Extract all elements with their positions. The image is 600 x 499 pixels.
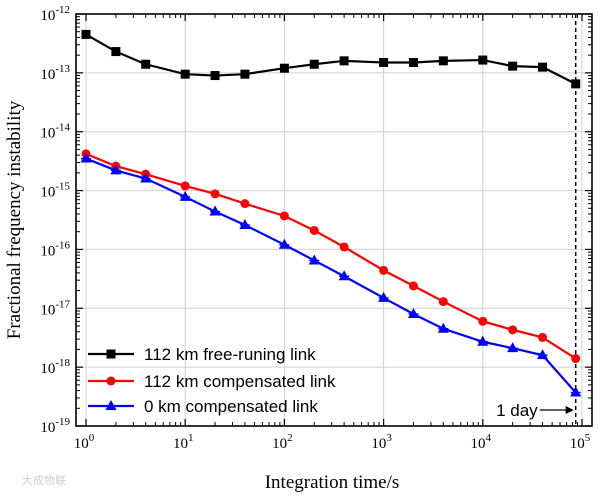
y-tick-label: 10-13 xyxy=(40,63,70,83)
data-point xyxy=(240,69,250,79)
data-point xyxy=(339,242,349,252)
data-point xyxy=(180,69,190,79)
x-tick-label: 105 xyxy=(570,432,591,452)
data-point xyxy=(240,199,250,209)
series-layer xyxy=(80,29,582,397)
data-point xyxy=(537,349,549,360)
data-point xyxy=(507,342,519,353)
x-tick-label: 101 xyxy=(173,432,194,452)
series-line xyxy=(85,33,577,85)
data-point xyxy=(571,354,581,364)
y-tick-label: 10-14 xyxy=(40,122,70,142)
data-point xyxy=(309,225,319,235)
y-tick-label: 10-12 xyxy=(40,4,70,24)
data-point xyxy=(478,316,488,326)
data-point xyxy=(571,79,581,89)
data-point xyxy=(309,59,319,69)
data-point xyxy=(140,172,152,183)
y-tick-label: 10-19 xyxy=(40,416,70,436)
legend-label: 0 km compensated link xyxy=(144,397,318,416)
data-point xyxy=(379,265,389,275)
data-point xyxy=(110,164,122,175)
legend-entry: 0 km compensated link xyxy=(88,397,318,416)
series-line xyxy=(85,152,577,360)
data-point xyxy=(378,291,390,302)
data-point xyxy=(538,332,548,342)
x-axis-label: Integration time/s xyxy=(265,472,400,493)
data-point xyxy=(279,63,289,73)
watermark-text: 大成物联 xyxy=(22,473,66,487)
data-point xyxy=(408,57,418,67)
y-tick-label: 10-18 xyxy=(40,357,70,377)
x-tick-label: 104 xyxy=(471,432,492,452)
x-tick-label: 103 xyxy=(371,432,392,452)
data-point xyxy=(508,325,518,335)
legend-label: 112 km compensated link xyxy=(144,372,336,391)
data-point xyxy=(338,270,350,281)
legend-marker xyxy=(106,349,116,359)
series-1 xyxy=(81,29,581,89)
data-point xyxy=(209,205,221,216)
legend-label: 112 km free-runing link xyxy=(144,345,316,364)
data-point xyxy=(80,152,92,163)
data-point xyxy=(407,307,419,318)
plot-frame xyxy=(75,13,593,427)
one-day-annotation: 1 day xyxy=(496,401,538,420)
x-tick-label: 102 xyxy=(272,432,293,452)
tick-layer: 100 101 102 103 104 105 10-12 10-13 10-14 10-15 10… xyxy=(40,4,592,452)
legend-marker xyxy=(105,400,117,410)
data-point xyxy=(141,59,151,69)
data-point xyxy=(570,386,582,397)
data-point xyxy=(478,55,488,65)
legend-entry: 112 km compensated link xyxy=(88,372,336,391)
series-3 xyxy=(80,152,582,397)
data-point xyxy=(239,219,251,230)
legend: 112 km free-runing link 112 km compensate… xyxy=(88,345,336,416)
legend-marker xyxy=(106,376,116,386)
data-point xyxy=(278,238,290,249)
data-point xyxy=(508,61,518,71)
y-tick-label: 10-17 xyxy=(40,298,70,318)
data-point xyxy=(538,62,548,72)
data-point xyxy=(437,322,449,333)
data-point xyxy=(180,181,190,191)
frame-layer xyxy=(75,13,593,427)
data-point xyxy=(210,189,220,199)
y-axis-label: Fractional frequency instability xyxy=(4,100,25,339)
y-tick-label: 10-15 xyxy=(40,181,70,201)
data-point xyxy=(179,190,191,201)
series-line xyxy=(85,157,577,394)
data-point xyxy=(81,29,91,39)
data-point xyxy=(111,47,121,57)
legend-entry: 112 km free-runing link xyxy=(88,345,316,364)
one-day-arrow-head xyxy=(565,406,574,414)
data-point xyxy=(210,71,220,81)
x-tick-label: 100 xyxy=(74,432,95,452)
data-point xyxy=(438,297,448,307)
data-point xyxy=(477,335,489,346)
data-point xyxy=(408,281,418,291)
data-point xyxy=(279,211,289,221)
data-point xyxy=(438,56,448,66)
data-point xyxy=(339,56,349,66)
data-point xyxy=(379,57,389,67)
data-point xyxy=(308,254,320,265)
y-tick-label: 10-16 xyxy=(40,239,70,259)
series-2 xyxy=(81,149,581,364)
